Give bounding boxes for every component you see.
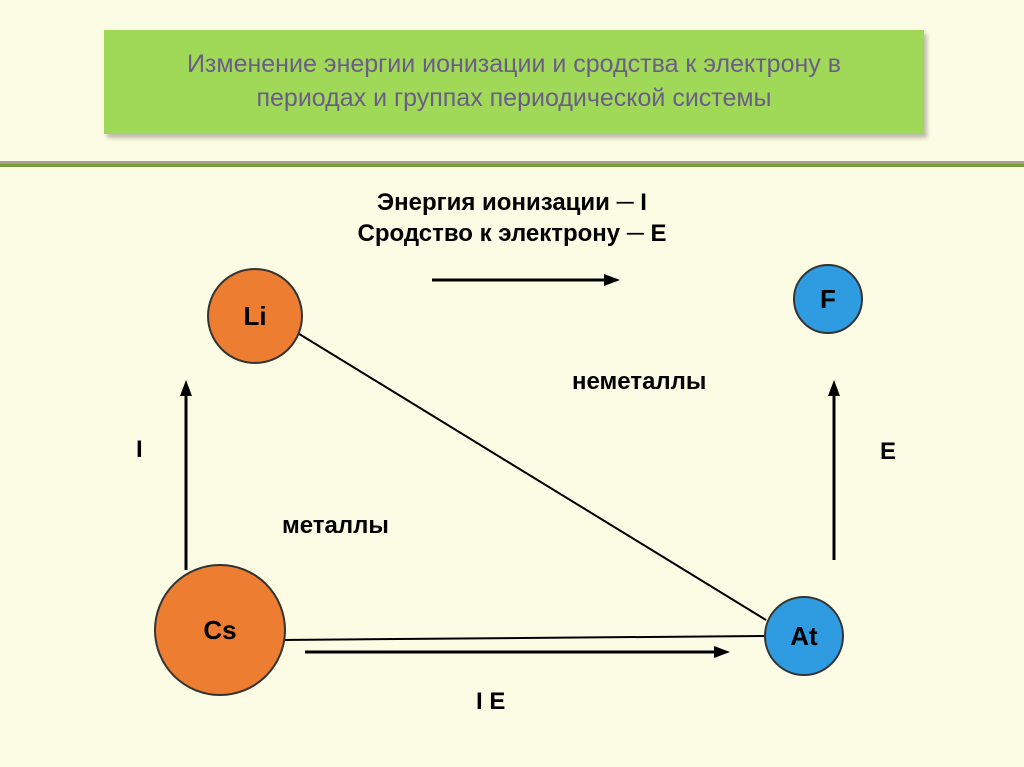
atom-cs-label: Cs bbox=[203, 615, 236, 646]
atom-li: Li bbox=[207, 268, 303, 364]
label-metals: металлы bbox=[282, 512, 389, 540]
atom-at-label: At bbox=[790, 621, 817, 652]
atom-at: At bbox=[764, 596, 844, 676]
label-i-left: I bbox=[136, 436, 143, 464]
atom-f-label: F bbox=[820, 284, 836, 315]
atom-li-label: Li bbox=[243, 301, 266, 332]
atom-cs: Cs bbox=[154, 564, 286, 696]
subtitle-affinity: Сродство к электрону ─ E bbox=[0, 220, 1024, 248]
label-e-right: E bbox=[880, 438, 896, 466]
atom-f: F bbox=[793, 264, 863, 334]
title-box: Изменение энергии ионизации и сродства к… bbox=[104, 30, 924, 134]
rule-green bbox=[0, 164, 1024, 167]
label-nonmetals: неметаллы bbox=[572, 368, 706, 396]
label-ie-bottom: I E bbox=[476, 688, 505, 716]
subtitle-ionization: Энергия ионизации ─ I bbox=[0, 189, 1024, 217]
title-text: Изменение энергии ионизации и сродства к… bbox=[144, 48, 884, 116]
